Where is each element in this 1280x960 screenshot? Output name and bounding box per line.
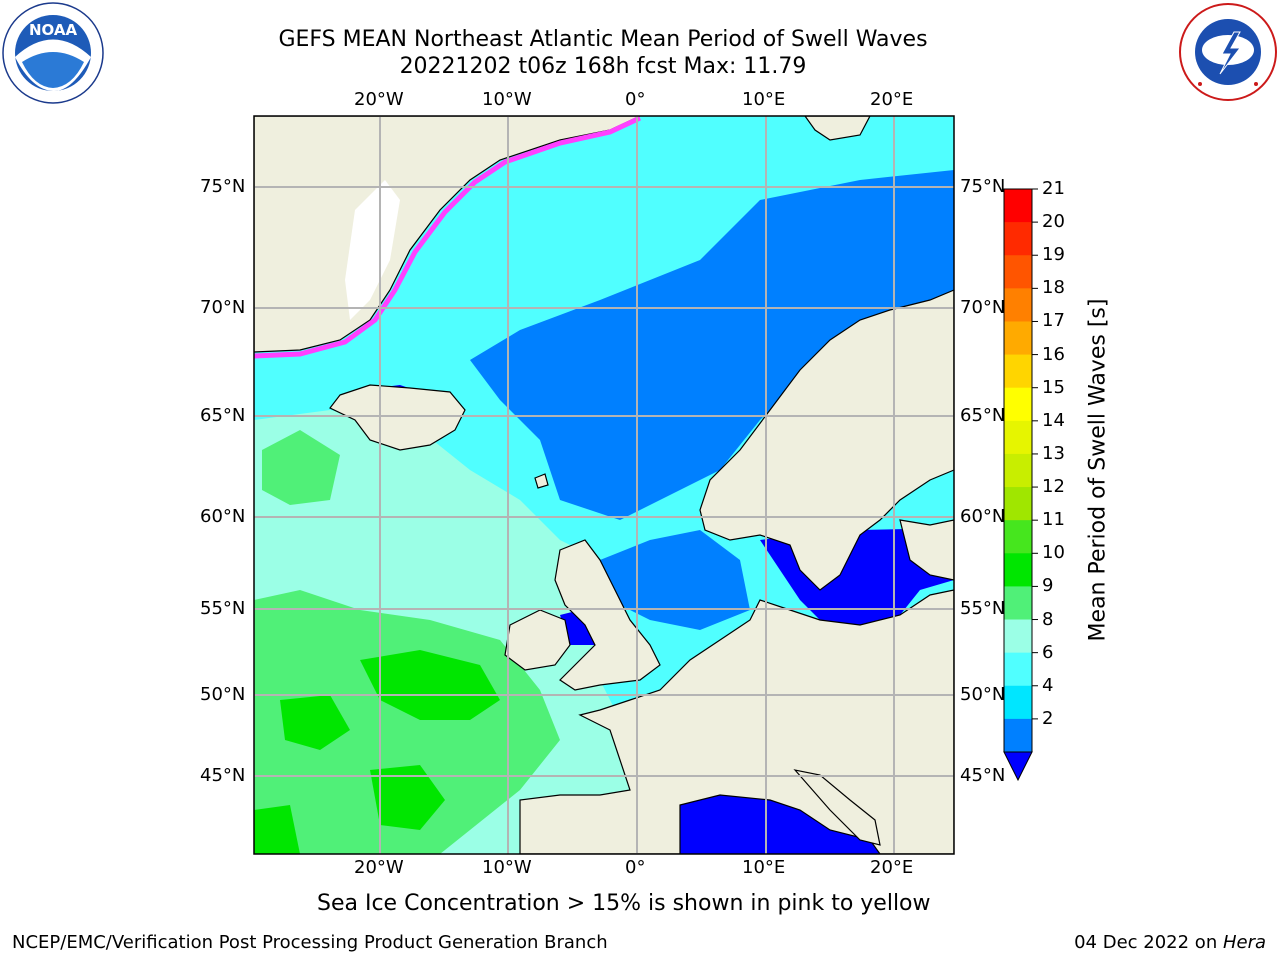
colorbar-tick-label: 19	[1042, 244, 1065, 266]
lon-label-bottom-10w: 10°W	[482, 857, 532, 878]
great-britain	[554, 539, 661, 691]
title-line-1: GEFS MEAN Northeast Atlantic Mean Period…	[278, 27, 928, 52]
colorbar-segment	[1004, 354, 1032, 389]
colorbar-segment	[1004, 718, 1032, 753]
lon-label-top-0: 0°	[625, 89, 646, 110]
lon-label-bottom-20e: 20°E	[870, 857, 914, 878]
lat-label-left-65n: 65°N	[200, 405, 246, 426]
noaa-logo-text: NOAA	[29, 21, 78, 39]
swell-11s-patch-west	[280, 695, 350, 750]
iceland	[329, 384, 466, 451]
sea-ice-edge	[254, 116, 642, 359]
lat-label-right-65n: 65°N	[960, 405, 1006, 426]
lat-label-right-45n: 45°N	[960, 765, 1006, 786]
colorbar-tick-label: 9	[1042, 575, 1054, 597]
italy	[793, 769, 881, 846]
nws-logo	[1179, 3, 1277, 101]
swell-11s-zone	[360, 650, 500, 720]
swell-10s-patch-north	[262, 430, 340, 505]
footer-organization: NCEP/EMC/Verification Post Processing Pr…	[12, 932, 608, 953]
lat-label-right-60n: 60°N	[960, 506, 1006, 527]
map-field	[254, 116, 954, 854]
colorbar-segment	[1004, 553, 1032, 587]
footer-date-text: 04 Dec 2022 on	[1074, 932, 1223, 953]
colorbar-tick-label: 4	[1042, 674, 1054, 696]
swell-10s-zone	[254, 590, 560, 854]
lon-label-bottom-10e: 10°E	[742, 857, 786, 878]
colorbar-tick-label: 20	[1042, 211, 1065, 233]
colorbar-tick-label: 11	[1042, 509, 1065, 531]
colorbar-segment	[1004, 189, 1032, 223]
colorbar-tick-label: 10	[1042, 542, 1065, 564]
swell-under-mediterranean	[680, 795, 880, 854]
colorbar-under-arrow	[1003, 751, 1033, 782]
lon-label-top-10e: 10°E	[742, 89, 786, 110]
swell-6s-zone	[470, 170, 954, 520]
colorbar-segment	[1004, 255, 1032, 289]
colorbar-segment	[1004, 619, 1032, 654]
colorbar-tick-label: 15	[1042, 376, 1065, 398]
colorbar-segment	[1004, 420, 1032, 455]
lon-label-bottom-0: 0°	[625, 857, 646, 878]
lon-label-top-20w: 20°W	[354, 89, 404, 110]
lat-label-right-75n: 75°N	[960, 176, 1006, 197]
colorbar-segment	[1004, 652, 1032, 687]
colorbar-tick-label: 17	[1042, 310, 1065, 332]
colorbar-segment	[1004, 586, 1032, 621]
colorbar-segment	[1004, 387, 1032, 422]
colorbar-tick-label: 18	[1042, 277, 1065, 299]
lat-label-left-45n: 45°N	[200, 765, 246, 786]
colorbar-segment	[1004, 685, 1032, 720]
map-frame	[253, 115, 955, 855]
colorbar-tick-label: 6	[1042, 641, 1054, 663]
lat-label-right-50n: 50°N	[960, 684, 1006, 705]
footer-host: Hera	[1222, 932, 1266, 953]
colorbar-segment	[1004, 520, 1032, 554]
lat-label-right-70n: 70°N	[960, 297, 1006, 318]
lat-label-left-75n: 75°N	[200, 176, 246, 197]
colorbar-tick-label: 8	[1042, 608, 1054, 630]
colorbar-segment	[1004, 321, 1032, 356]
lat-label-right-55n: 55°N	[960, 598, 1006, 619]
colorbar-tick-label: 14	[1042, 409, 1065, 431]
colorbar-title: Mean Period of Swell Waves [s]	[1085, 298, 1111, 642]
lat-label-left-55n: 55°N	[200, 598, 246, 619]
colorbar-segment	[1004, 453, 1032, 488]
scandinavia	[699, 289, 954, 591]
colorbar-segment	[1004, 222, 1032, 256]
colorbar-tick-label: 21	[1042, 178, 1065, 199]
lat-label-left-60n: 60°N	[200, 506, 246, 527]
chart-title: GEFS MEAN Northeast Atlantic Mean Period…	[0, 26, 1206, 80]
footer-date: 04 Dec 2022 on Hera	[1074, 932, 1266, 953]
lat-label-left-50n: 50°N	[200, 684, 246, 705]
sea-ice-interior	[345, 180, 400, 320]
colorbar	[1003, 188, 1038, 782]
gridlines	[254, 116, 954, 854]
colorbar-tick-label: 2	[1042, 707, 1054, 729]
swell-11s-patch-south	[370, 765, 445, 830]
title-line-2: 20221202 t06z 168h fcst Max: 11.79	[399, 54, 807, 79]
lon-label-top-20e: 20°E	[870, 89, 914, 110]
noaa-logo: NOAA	[2, 2, 104, 104]
sea-ice-caption: Sea Ice Concentration > 15% is shown in …	[317, 891, 931, 916]
colorbar-tick-label: 16	[1042, 343, 1065, 365]
faroe	[534, 473, 549, 489]
finland	[899, 519, 954, 581]
colorbar-tick-label: 12	[1042, 476, 1065, 498]
lon-label-bottom-20w: 20°W	[354, 857, 404, 878]
svalbard	[804, 116, 871, 141]
colorbar-segment	[1004, 487, 1032, 521]
lat-label-left-70n: 70°N	[200, 297, 246, 318]
colorbar-segment	[1004, 288, 1032, 322]
colorbar-tick-label: 13	[1042, 442, 1065, 464]
swell-11s-patch-sw	[254, 805, 300, 854]
colorbar-frame	[1003, 188, 1033, 753]
lon-label-top-10w: 10°W	[482, 89, 532, 110]
